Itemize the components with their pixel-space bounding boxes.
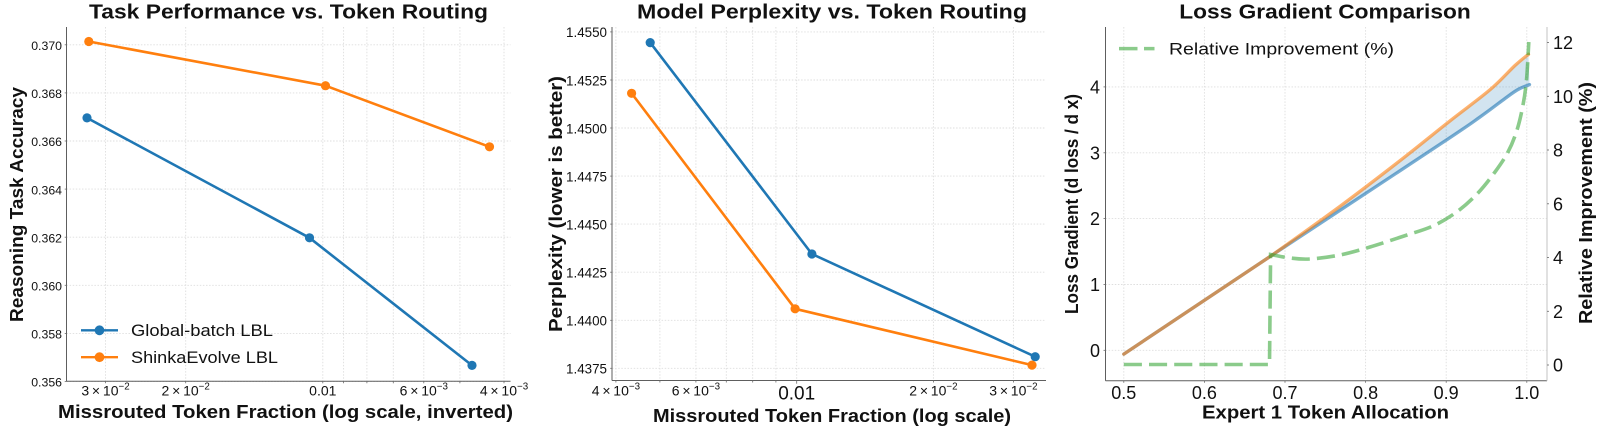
svg-text:12: 12 [1553,33,1573,53]
svg-text:1.4500: 1.4500 [566,121,607,136]
svg-text:0.7: 0.7 [1272,383,1297,403]
svg-text:Perplexity (lower is better): Perplexity (lower is better) [546,76,566,332]
svg-text:0.366: 0.366 [31,135,62,149]
svg-text:1.4475: 1.4475 [566,169,607,184]
svg-text:0.364: 0.364 [31,183,62,197]
svg-text:0: 0 [1090,341,1100,361]
svg-text:1.0: 1.0 [1514,383,1539,403]
svg-text:4: 4 [1090,77,1100,97]
svg-text:2 × 10−2: 2 × 10−2 [162,382,210,399]
svg-text:1: 1 [1090,275,1100,295]
svg-text:3: 3 [1090,143,1100,163]
svg-text:0.6: 0.6 [1192,383,1217,403]
svg-text:0.01: 0.01 [778,383,815,404]
svg-text:0.368: 0.368 [31,87,62,101]
svg-text:Missrouted Token Fraction (log: Missrouted Token Fraction (log scale, in… [58,402,513,422]
svg-text:Model Perplexity vs. Token Rou: Model Perplexity vs. Token Routing [637,1,1027,24]
svg-text:0.370: 0.370 [31,39,62,53]
svg-text:4 × 10−3: 4 × 10−3 [480,382,529,399]
svg-text:Missrouted Token Fraction (log: Missrouted Token Fraction (log scale) [653,406,1011,426]
svg-text:Relative Improvement (%): Relative Improvement (%) [1576,82,1596,324]
svg-text:4: 4 [1553,248,1563,268]
svg-text:3 × 10−2: 3 × 10−2 [81,382,129,399]
svg-text:Task Performance vs. Token Rou: Task Performance vs. Token Routing [89,1,488,24]
svg-text:1.4375: 1.4375 [566,362,607,377]
svg-text:2: 2 [1553,302,1563,322]
svg-text:0.362: 0.362 [31,231,62,245]
svg-text:6: 6 [1553,194,1563,214]
svg-text:1.4425: 1.4425 [566,266,607,281]
svg-text:8: 8 [1553,141,1563,161]
svg-text:Loss Gradient (d loss / d x): Loss Gradient (d loss / d x) [1062,94,1082,314]
svg-text:0.356: 0.356 [31,376,62,390]
svg-text:0.01: 0.01 [309,382,336,398]
svg-text:0: 0 [1553,356,1563,376]
svg-text:Loss Gradient Comparison: Loss Gradient Comparison [1179,1,1471,24]
svg-text:0.8: 0.8 [1353,383,1378,403]
svg-text:10: 10 [1553,87,1573,107]
svg-text:3 × 10−2: 3 × 10−2 [989,382,1037,399]
svg-text:6 × 10−3: 6 × 10−3 [400,382,449,399]
svg-text:1.4400: 1.4400 [566,314,607,329]
svg-text:1.4550: 1.4550 [566,25,607,40]
svg-text:Global-batch LBL: Global-batch LBL [131,321,273,340]
svg-text:0.360: 0.360 [31,280,62,294]
svg-text:ShinkaEvolve LBL: ShinkaEvolve LBL [131,348,278,367]
svg-text:Reasoning Task Accuracy: Reasoning Task Accuracy [7,87,27,322]
svg-text:1.4450: 1.4450 [566,217,607,232]
svg-text:6 × 10−3: 6 × 10−3 [672,382,721,399]
svg-text:4 × 10−3: 4 × 10−3 [592,382,641,399]
svg-text:2: 2 [1090,209,1100,229]
svg-text:0.5: 0.5 [1111,383,1136,403]
svg-text:0.9: 0.9 [1434,383,1459,403]
svg-text:2 × 10−2: 2 × 10−2 [909,382,957,399]
svg-text:1.4525: 1.4525 [566,73,607,88]
svg-text:Relative Improvement (%): Relative Improvement (%) [1169,39,1394,58]
svg-text:Expert 1 Token Allocation: Expert 1 Token Allocation [1202,403,1449,423]
svg-text:0.358: 0.358 [31,328,62,342]
